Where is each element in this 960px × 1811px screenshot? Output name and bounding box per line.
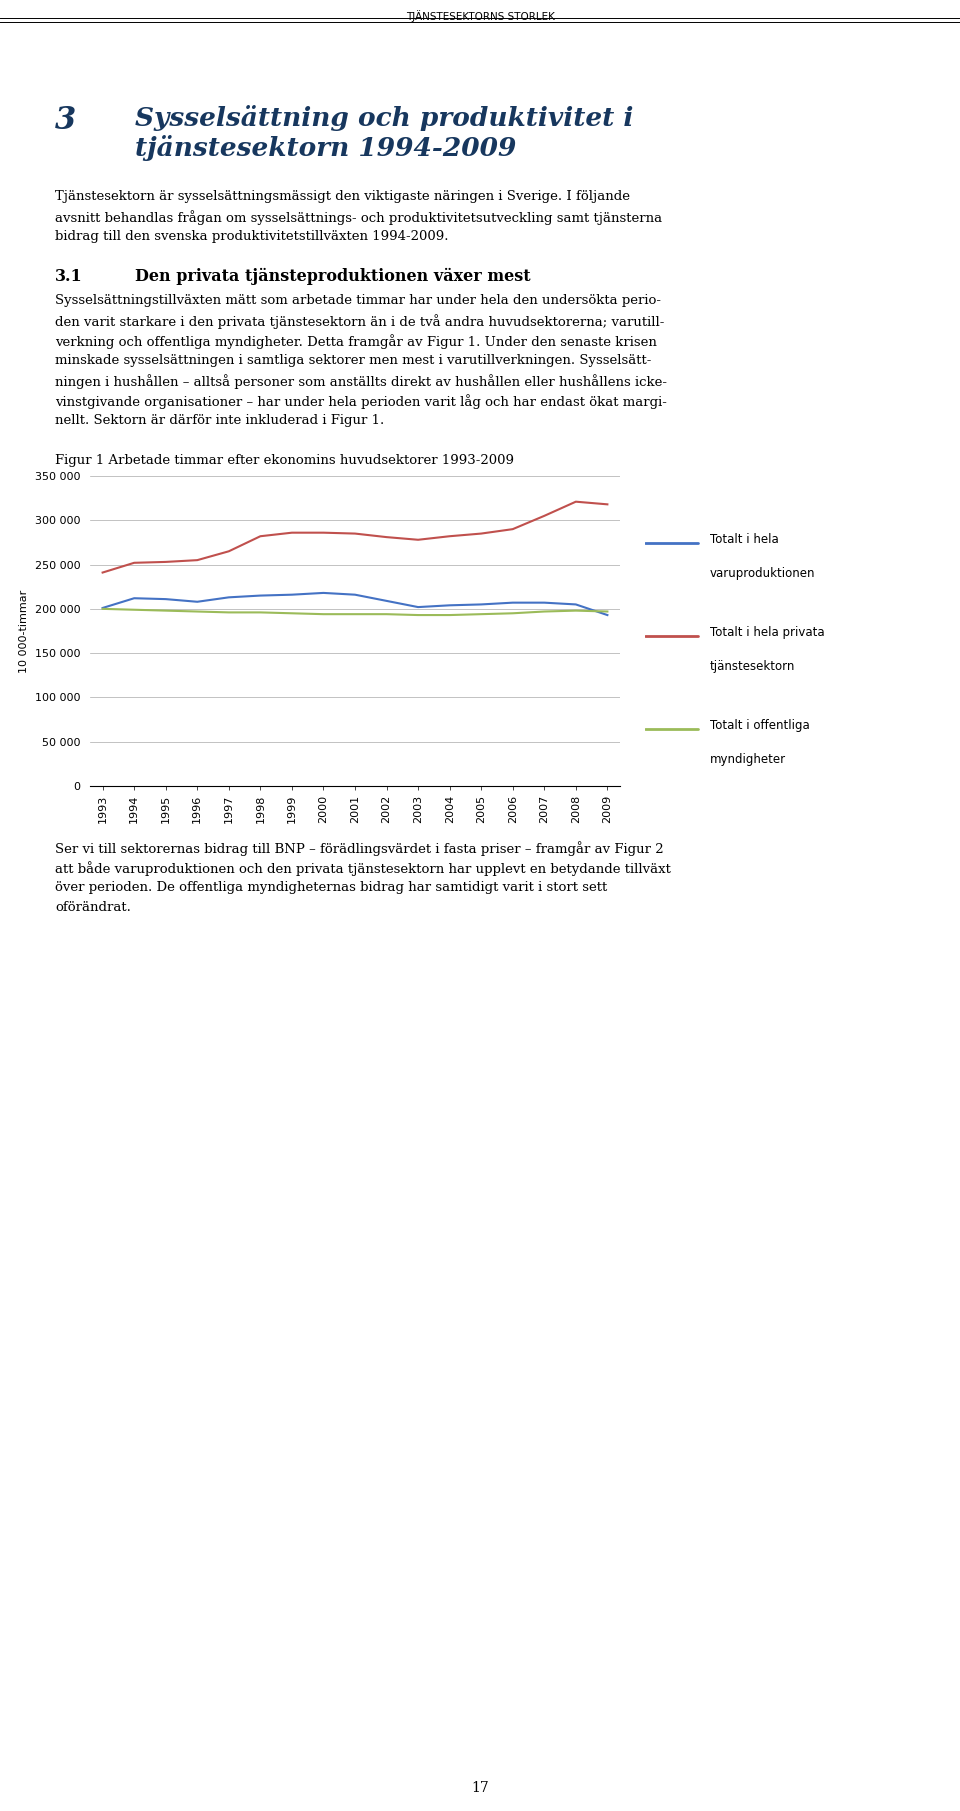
Text: TJÄNSTESEKTORNS STORLEK: TJÄNSTESEKTORNS STORLEK (405, 11, 555, 22)
Text: minskade sysselsättningen i samtliga sektorer men mest i varutillverkningen. Sys: minskade sysselsättningen i samtliga sek… (55, 353, 652, 368)
Text: tjänstesektorn 1994-2009: tjänstesektorn 1994-2009 (135, 136, 516, 161)
Text: Totalt i hela privata: Totalt i hela privata (709, 627, 825, 639)
Text: Totalt i offentliga: Totalt i offentliga (709, 719, 809, 732)
Text: myndigheter: myndigheter (709, 753, 786, 766)
Y-axis label: 10 000-timmar: 10 000-timmar (19, 589, 29, 672)
Text: Sysselsättning och produktivitet i: Sysselsättning och produktivitet i (135, 105, 634, 130)
Text: den varit starkare i den privata tjänstesektorn än i de två andra huvudsektorern: den varit starkare i den privata tjänste… (55, 313, 664, 330)
Text: bidrag till den svenska produktivitetstillväxten 1994-2009.: bidrag till den svenska produktivitetsti… (55, 230, 448, 243)
Text: över perioden. De offentliga myndigheternas bidrag har samtidigt varit i stort s: över perioden. De offentliga myndigheter… (55, 880, 608, 895)
Text: 17: 17 (471, 1780, 489, 1795)
Text: varuproduktionen: varuproduktionen (709, 567, 815, 580)
Text: vinstgivande organisationer – har under hela perioden varit låg och har endast ö: vinstgivande organisationer – har under … (55, 395, 667, 409)
Text: ningen i hushållen – alltså personer som anställts direkt av hushållen eller hus: ningen i hushållen – alltså personer som… (55, 375, 667, 389)
Text: Totalt i hela: Totalt i hela (709, 532, 779, 547)
Text: nellt. Sektorn är därför inte inkluderad i Figur 1.: nellt. Sektorn är därför inte inkluderad… (55, 415, 384, 427)
Text: Ser vi till sektorernas bidrag till BNP – förädlingsvärdet i fasta priser – fram: Ser vi till sektorernas bidrag till BNP … (55, 840, 663, 857)
Text: verkning och offentliga myndigheter. Detta framgår av Figur 1. Under den senaste: verkning och offentliga myndigheter. Det… (55, 333, 657, 350)
Text: Figur 1 Arbetade timmar efter ekonomins huvudsektorer 1993-2009: Figur 1 Arbetade timmar efter ekonomins … (55, 455, 514, 467)
Text: avsnitt behandlas frågan om sysselsättnings- och produktivitetsutveckling samt t: avsnitt behandlas frågan om sysselsättni… (55, 210, 662, 225)
Text: oförändrat.: oförändrat. (55, 902, 131, 915)
Text: att både varuproduktionen och den privata tjänstesektorn har upplevt en betydand: att både varuproduktionen och den privat… (55, 860, 671, 877)
Text: Tjänstesektorn är sysselsättningsmässigt den viktigaste näringen i Sverige. I fö: Tjänstesektorn är sysselsättningsmässigt… (55, 190, 630, 203)
Text: 3: 3 (55, 105, 76, 136)
Text: Den privata tjänsteproduktionen växer mest: Den privata tjänsteproduktionen växer me… (135, 268, 531, 284)
Text: tjänstesektorn: tjänstesektorn (709, 661, 795, 674)
Text: 3.1: 3.1 (55, 268, 83, 284)
Text: Sysselsättningstillväxten mätt som arbetade timmar har under hela den undersökta: Sysselsättningstillväxten mätt som arbet… (55, 293, 661, 308)
